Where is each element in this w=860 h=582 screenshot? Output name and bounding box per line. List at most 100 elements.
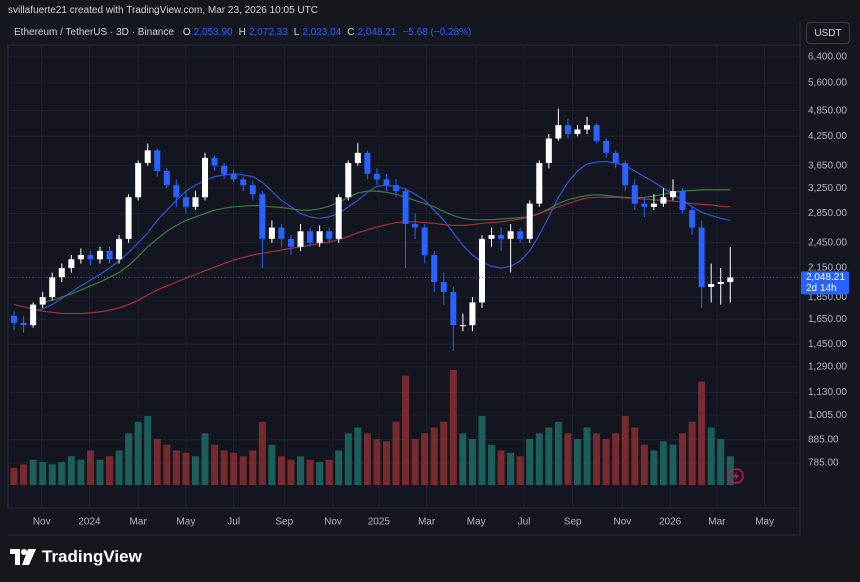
- candle-body: [478, 238, 485, 303]
- candle-body: [650, 203, 657, 207]
- y-tick-label: 4,850.00: [808, 105, 847, 116]
- volume-bar: [440, 421, 448, 485]
- volume-bar: [535, 433, 543, 485]
- candle-body: [326, 231, 333, 239]
- volume-bar: [631, 427, 639, 485]
- candle-body: [440, 282, 447, 292]
- volume-bar: [335, 450, 343, 485]
- candle-body: [221, 165, 228, 174]
- candle-body: [135, 163, 142, 198]
- candle-body: [68, 259, 75, 269]
- volume-bar: [573, 439, 581, 485]
- candle-body: [173, 185, 180, 198]
- candle-body: [287, 238, 294, 247]
- alert-icon[interactable]: [728, 468, 744, 484]
- volume-bar: [10, 467, 18, 485]
- candle-body: [373, 173, 380, 180]
- volume-bar: [201, 433, 209, 485]
- y-tick-label: 1,450.00: [808, 339, 847, 350]
- volume-bar: [516, 456, 524, 485]
- y-tick-label: 3,650.00: [808, 160, 847, 171]
- candle-body: [593, 125, 600, 141]
- volume-bar: [688, 421, 696, 485]
- volume-bar: [488, 444, 496, 485]
- volume-bar: [554, 421, 562, 485]
- y-tick-label: 1,650.00: [808, 314, 847, 325]
- volume-bar: [478, 416, 486, 485]
- candle-body: [39, 297, 46, 305]
- y-tick-label: 785.00: [808, 458, 839, 469]
- volume-bar: [659, 441, 667, 485]
- volume-bar: [593, 433, 601, 485]
- legend-value: 2,048.21: [357, 27, 397, 38]
- volume-bar: [545, 427, 553, 485]
- x-tick-label: 2026: [659, 517, 682, 528]
- logo[interactable]: TradingView: [10, 547, 142, 567]
- candle-body: [354, 152, 361, 164]
- candle-body: [402, 191, 409, 224]
- volume-bar: [430, 427, 438, 485]
- volume-bar: [67, 456, 75, 485]
- candle-body: [154, 150, 161, 172]
- symbol: Ethereum / TetherUS · 3D · Binance: [14, 27, 174, 38]
- candle-body: [526, 203, 533, 239]
- y-tick-label: 6,400.00: [808, 52, 847, 63]
- volume-bar: [373, 439, 381, 485]
- legend-value: 2,053.90: [193, 27, 233, 38]
- x-tick-label: Nov: [324, 517, 342, 528]
- candle-body: [11, 315, 18, 323]
- y-tick-label: 1,005.00: [808, 410, 847, 421]
- candle-body: [698, 227, 705, 287]
- candle-body: [708, 283, 715, 287]
- candle-body: [335, 197, 342, 239]
- volume-bar: [96, 459, 104, 485]
- legend: Ethereum / TetherUS · 3D · Binance O 2,05…: [14, 27, 474, 38]
- last-price-label: 2,048.21: [806, 272, 845, 283]
- x-tick-label: Mar: [708, 517, 726, 528]
- y-tick-label: 2,450.00: [808, 237, 847, 248]
- volume-bar: [382, 441, 390, 485]
- volume-bar: [468, 439, 476, 485]
- candle-body: [30, 304, 37, 326]
- candle-body: [603, 140, 610, 153]
- x-tick-label: 2024: [78, 517, 101, 528]
- volume-bar: [411, 439, 419, 485]
- volume-bar: [134, 421, 142, 485]
- candle-body: [393, 185, 400, 192]
- candle-body: [431, 255, 438, 283]
- candle-body: [517, 231, 524, 239]
- volume-bar: [402, 375, 410, 485]
- price-unit[interactable]: USDT: [806, 22, 850, 44]
- candle-body: [669, 191, 676, 198]
- candle-body: [163, 171, 170, 186]
- candle-body: [555, 125, 562, 139]
- candle-body: [412, 223, 419, 228]
- volume-bar: [211, 444, 219, 485]
- volume-bar: [39, 462, 47, 485]
- volume-bar: [58, 462, 66, 485]
- legend-key: L: [293, 27, 300, 38]
- volume-bar: [277, 456, 285, 485]
- volume-bar: [650, 450, 658, 485]
- volume-bar: [325, 459, 333, 485]
- volume-bar: [172, 450, 180, 485]
- volume-bar: [287, 459, 295, 485]
- volume-bar: [459, 433, 467, 485]
- candle-body: [58, 268, 65, 278]
- x-tick-label: Jul: [518, 517, 531, 528]
- candle-body: [584, 125, 591, 130]
- volume-bar: [726, 456, 734, 485]
- candles: [11, 108, 734, 352]
- candle-body: [278, 227, 285, 239]
- candle-body: [230, 173, 237, 180]
- volume: [10, 370, 734, 485]
- candle-body: [631, 185, 638, 204]
- volume-bar: [344, 433, 352, 485]
- x-tick-label: Jul: [227, 517, 240, 528]
- volume-bar: [612, 433, 620, 485]
- volume-bar: [526, 439, 534, 485]
- volume-bar: [48, 464, 56, 485]
- volume-bar: [602, 439, 610, 485]
- legend-change: −5.68 (−0.28%): [402, 27, 472, 38]
